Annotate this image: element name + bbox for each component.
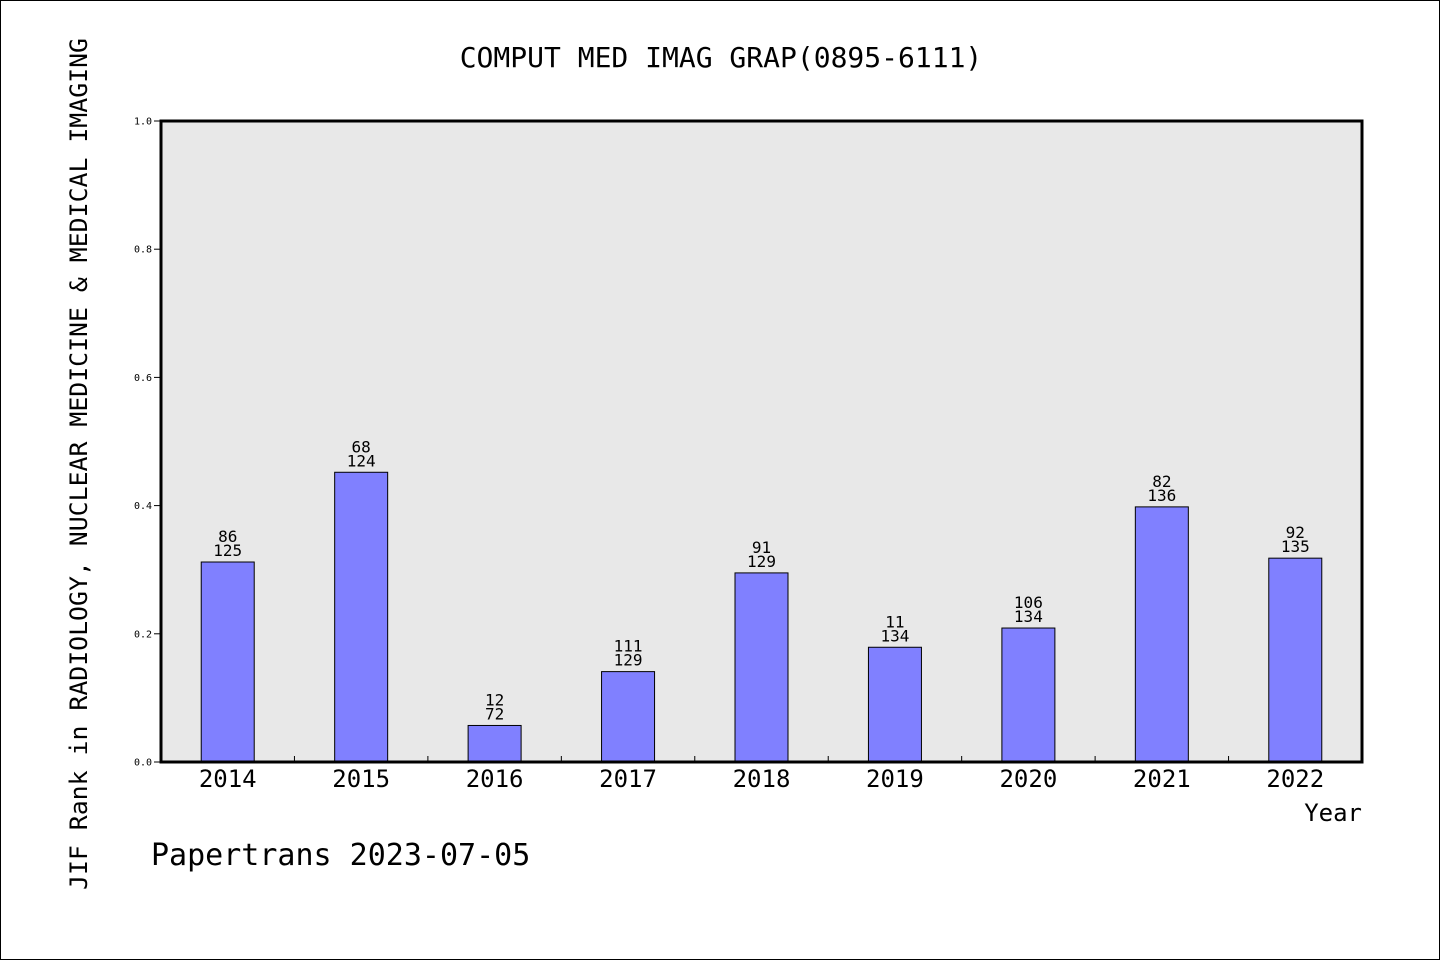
bar-2018 bbox=[734, 572, 789, 763]
bar-total-label: 136 bbox=[1147, 486, 1176, 505]
x-tick-label: 2018 bbox=[733, 765, 791, 793]
x-tick-label: 2016 bbox=[466, 765, 524, 793]
x-tick-label: 2021 bbox=[1133, 765, 1191, 793]
x-tick-label: 2015 bbox=[332, 765, 390, 793]
data-labels: 8612568124127211112991129111341061348213… bbox=[213, 437, 1309, 723]
bar-total-label: 72 bbox=[485, 704, 504, 723]
bar-total-label: 124 bbox=[347, 451, 376, 470]
bar-2021 bbox=[1134, 506, 1189, 763]
bar-2022 bbox=[1268, 557, 1323, 763]
bar-rank-label: 68 bbox=[352, 437, 371, 456]
chart-title: COMPUT MED IMAG GRAP(0895-6111) bbox=[460, 41, 983, 74]
bar-rank-label: 12 bbox=[485, 690, 504, 709]
plot-frame bbox=[159, 119, 1364, 764]
footer-credit: Papertrans 2023-07-05 bbox=[151, 838, 530, 873]
bar-total-label: 129 bbox=[747, 552, 776, 571]
bar-total-label: 135 bbox=[1281, 537, 1310, 556]
x-tick-label: 2022 bbox=[1266, 765, 1324, 793]
bar-rank-label: 91 bbox=[752, 538, 771, 557]
bar-rank-label: 86 bbox=[218, 527, 237, 546]
y-tick-label: 0.2 bbox=[134, 629, 152, 640]
x-axis-label: Year bbox=[1304, 799, 1362, 827]
bar-total-label: 129 bbox=[614, 651, 643, 670]
bar-rank-label: 111 bbox=[614, 637, 643, 656]
y-tick-label: 1.0 bbox=[134, 117, 152, 128]
bar-2020 bbox=[1001, 627, 1056, 763]
bar-total-label: 134 bbox=[1014, 607, 1043, 626]
bar-2014 bbox=[200, 561, 255, 763]
x-tick-label: 2014 bbox=[199, 765, 257, 793]
bars bbox=[200, 471, 1323, 763]
bar-2019 bbox=[867, 646, 922, 763]
x-axis-ticks: 2014 2015 2016 2017 2018 2019 2020 2021 2022 bbox=[199, 756, 1324, 793]
bar-rank-label: 106 bbox=[1014, 593, 1043, 612]
y-axis-ticks: 0.0 0.2 0.4 0.6 0.8 1.0 bbox=[134, 117, 161, 769]
x-tick-label: 2019 bbox=[866, 765, 924, 793]
bar-2015 bbox=[334, 471, 389, 763]
y-tick-label: 0.6 bbox=[134, 373, 152, 384]
y-tick-label: 0.0 bbox=[134, 758, 152, 769]
bar-total-label: 125 bbox=[213, 541, 242, 560]
x-tick-label: 2020 bbox=[999, 765, 1057, 793]
bar-total-label: 134 bbox=[880, 626, 909, 645]
bar-2016 bbox=[467, 724, 522, 763]
bar-2017 bbox=[601, 671, 656, 763]
bar-rank-label: 82 bbox=[1152, 472, 1171, 491]
plot-area: 0.00.20.40.60.81.0 2014 2015 2016 2017 2018 2… bbox=[134, 117, 1364, 793]
y-axis-label: JIF Rank in RADIOLOGY, NUCLEAR MEDICINE … bbox=[65, 38, 93, 890]
bar-rank-label: 92 bbox=[1286, 523, 1305, 542]
y-tick-label: 0.4 bbox=[134, 501, 152, 512]
bar-rank-label: 11 bbox=[885, 612, 904, 631]
y-tick-label: 0.8 bbox=[134, 245, 152, 256]
x-tick-label: 2017 bbox=[599, 765, 657, 793]
